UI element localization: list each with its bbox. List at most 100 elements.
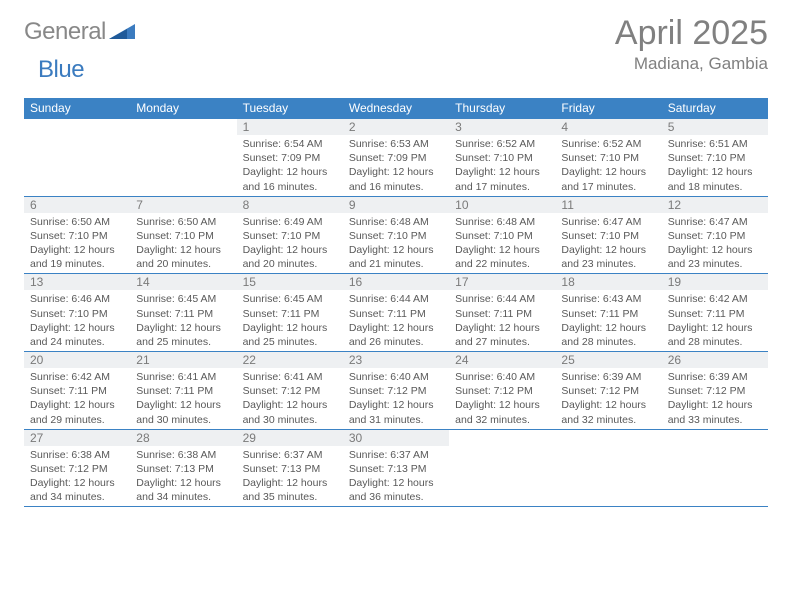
sunrise-line: Sunrise: 6:39 AM (668, 370, 762, 384)
calendar: SundayMondayTuesdayWednesdayThursdayFrid… (24, 98, 768, 507)
calendar-cell (449, 430, 555, 508)
calendar-cell: 18Sunrise: 6:43 AMSunset: 7:11 PMDayligh… (555, 274, 661, 352)
calendar-cell: 4Sunrise: 6:52 AMSunset: 7:10 PMDaylight… (555, 119, 661, 197)
day-number: 26 (662, 352, 768, 368)
sunrise-line: Sunrise: 6:47 AM (561, 215, 655, 229)
daylight-line: Daylight: 12 hours and 23 minutes. (561, 243, 655, 271)
sunset-line: Sunset: 7:11 PM (668, 307, 762, 321)
sunrise-line: Sunrise: 6:50 AM (30, 215, 124, 229)
sunset-line: Sunset: 7:10 PM (349, 229, 443, 243)
daylight-line: Daylight: 12 hours and 35 minutes. (243, 476, 337, 504)
day-number: 15 (237, 274, 343, 290)
daylight-line: Daylight: 12 hours and 36 minutes. (349, 476, 443, 504)
daylight-line: Daylight: 12 hours and 33 minutes. (668, 398, 762, 426)
sunset-line: Sunset: 7:10 PM (455, 229, 549, 243)
sunrise-line: Sunrise: 6:43 AM (561, 292, 655, 306)
sunrise-line: Sunrise: 6:44 AM (455, 292, 549, 306)
calendar-cell: 30 Sunrise: 6:37 AMSunset: 7:13 PMDayligh… (343, 430, 449, 508)
sunrise-line: Sunrise: 6:41 AM (136, 370, 230, 384)
daylight-line: Daylight: 12 hours and 25 minutes. (136, 321, 230, 349)
sunset-line: Sunset: 7:10 PM (136, 229, 230, 243)
page-title: April 2025 (615, 16, 768, 50)
sunrise-line: Sunrise: 6:42 AM (30, 370, 124, 384)
sunrise-line: Sunrise: 6:54 AM (243, 137, 337, 151)
calendar-cell: 13 Sunrise: 6:46 AMSunset: 7:10 PMDayligh… (24, 274, 130, 352)
calendar-cell: 24Sunrise: 6:40 AMSunset: 7:12 PMDayligh… (449, 352, 555, 430)
daylight-line: Daylight: 12 hours and 24 minutes. (30, 321, 124, 349)
day-number: 3 (449, 119, 555, 135)
day-number: 17 (449, 274, 555, 290)
sunrise-line: Sunrise: 6:37 AM (349, 448, 443, 462)
daylight-line: Daylight: 12 hours and 30 minutes. (136, 398, 230, 426)
day-number: 22 (237, 352, 343, 368)
daylight-line: Daylight: 12 hours and 16 minutes. (243, 165, 337, 193)
calendar-cell: 17Sunrise: 6:44 AMSunset: 7:11 PMDayligh… (449, 274, 555, 352)
logo-word-1: General (24, 18, 106, 46)
logo: General (24, 18, 137, 46)
day-number: 16 (343, 274, 449, 290)
sunset-line: Sunset: 7:13 PM (349, 462, 443, 476)
daylight-line: Daylight: 12 hours and 28 minutes. (561, 321, 655, 349)
calendar-cell: 29Sunrise: 6:37 AMSunset: 7:13 PMDayligh… (237, 430, 343, 508)
calendar-cell: 1 Sunrise: 6:54 AMSunset: 7:09 PMDaylight… (237, 119, 343, 197)
sunset-line: Sunset: 7:11 PM (30, 384, 124, 398)
calendar-cell: 15Sunrise: 6:45 AMSunset: 7:11 PMDayligh… (237, 274, 343, 352)
calendar-cell (555, 430, 661, 508)
day-number: 27 (24, 430, 130, 446)
daylight-line: Daylight: 12 hours and 30 minutes. (243, 398, 337, 426)
sunset-line: Sunset: 7:12 PM (668, 384, 762, 398)
sunset-line: Sunset: 7:10 PM (243, 229, 337, 243)
weekday-header: Saturday (662, 98, 768, 119)
calendar-page: General April 2025 Madiana, Gambia Blue … (0, 0, 792, 519)
sunset-line: Sunset: 7:09 PM (243, 151, 337, 165)
day-number: 1 (237, 119, 343, 135)
logo-triangle-icon (109, 21, 135, 44)
weekday-header: Tuesday (237, 98, 343, 119)
day-number: 7 (130, 197, 236, 213)
sunrise-line: Sunrise: 6:46 AM (30, 292, 124, 306)
daylight-line: Daylight: 12 hours and 34 minutes. (136, 476, 230, 504)
page-subtitle: Madiana, Gambia (615, 54, 768, 74)
day-number: 5 (662, 119, 768, 135)
calendar-cell: 7 Sunrise: 6:50 AMSunset: 7:10 PMDaylight… (130, 197, 236, 275)
sunset-line: Sunset: 7:10 PM (455, 151, 549, 165)
sunset-line: Sunset: 7:10 PM (30, 229, 124, 243)
day-number: 8 (237, 197, 343, 213)
sunrise-line: Sunrise: 6:50 AM (136, 215, 230, 229)
sunrise-line: Sunrise: 6:40 AM (349, 370, 443, 384)
daylight-line: Daylight: 12 hours and 26 minutes. (349, 321, 443, 349)
calendar-cell: 5Sunrise: 6:51 AMSunset: 7:10 PMDaylight… (662, 119, 768, 197)
weekday-header: Monday (130, 98, 236, 119)
sunrise-line: Sunrise: 6:45 AM (243, 292, 337, 306)
calendar-cell: 27Sunrise: 6:38 AMSunset: 7:12 PMDayligh… (24, 430, 130, 508)
sunset-line: Sunset: 7:12 PM (455, 384, 549, 398)
sunrise-line: Sunrise: 6:49 AM (243, 215, 337, 229)
day-number: 18 (555, 274, 661, 290)
daylight-line: Daylight: 12 hours and 29 minutes. (30, 398, 124, 426)
daylight-line: Daylight: 12 hours and 20 minutes. (136, 243, 230, 271)
sunset-line: Sunset: 7:10 PM (30, 307, 124, 321)
calendar-cell: 8Sunrise: 6:49 AMSunset: 7:10 PMDaylight… (237, 197, 343, 275)
daylight-line: Daylight: 12 hours and 32 minutes. (561, 398, 655, 426)
daylight-line: Daylight: 12 hours and 28 minutes. (668, 321, 762, 349)
logo-word-2: Blue (38, 56, 84, 83)
day-number: 13 (24, 274, 130, 290)
day-number: 30 (343, 430, 449, 446)
day-number: 20 (24, 352, 130, 368)
daylight-line: Daylight: 12 hours and 31 minutes. (349, 398, 443, 426)
daylight-line: Daylight: 12 hours and 18 minutes. (668, 165, 762, 193)
calendar-cell: 14Sunrise: 6:45 AMSunset: 7:11 PMDayligh… (130, 274, 236, 352)
sunrise-line: Sunrise: 6:45 AM (136, 292, 230, 306)
calendar-cell: 16Sunrise: 6:44 AMSunset: 7:11 PMDayligh… (343, 274, 449, 352)
weekday-header: Thursday (449, 98, 555, 119)
sunset-line: Sunset: 7:12 PM (243, 384, 337, 398)
daylight-line: Daylight: 12 hours and 34 minutes. (30, 476, 124, 504)
daylight-line: Daylight: 12 hours and 22 minutes. (455, 243, 549, 271)
sunrise-line: Sunrise: 6:40 AM (455, 370, 549, 384)
sunset-line: Sunset: 7:13 PM (136, 462, 230, 476)
calendar-cell: 20 Sunrise: 6:42 AMSunset: 7:11 PMDayligh… (24, 352, 130, 430)
sunrise-line: Sunrise: 6:37 AM (243, 448, 337, 462)
sunrise-line: Sunrise: 6:44 AM (349, 292, 443, 306)
sunset-line: Sunset: 7:11 PM (455, 307, 549, 321)
day-number: 9 (343, 197, 449, 213)
